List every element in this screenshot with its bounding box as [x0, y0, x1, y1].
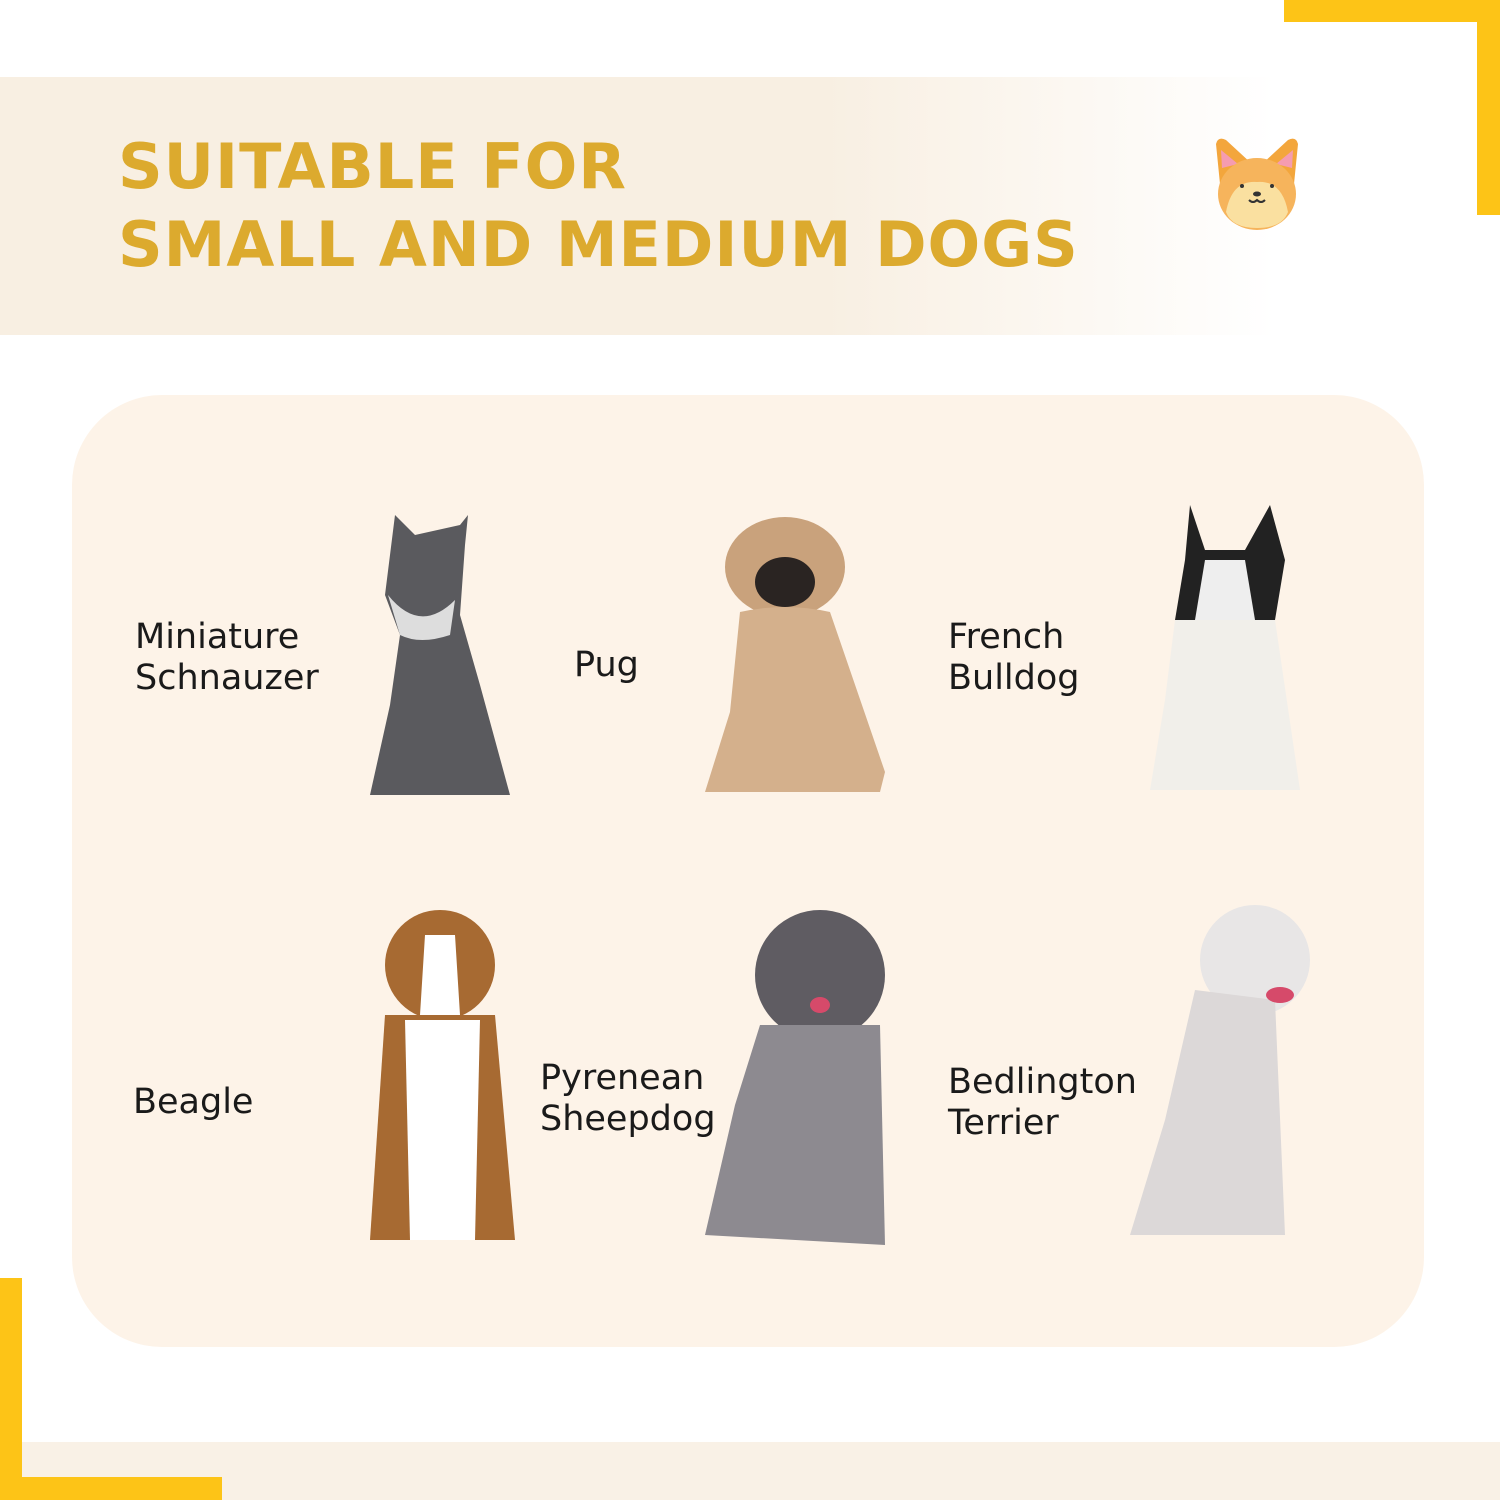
breed-label-beagle: Beagle	[133, 1082, 254, 1122]
corner-bracket-top-right-vertical	[1477, 0, 1500, 215]
bedlington-terrier-image	[1130, 905, 1310, 1235]
pyrenean-sheepdog-image	[705, 910, 885, 1245]
breed-label-french-bulldog: French Bulldog	[948, 617, 1080, 698]
corner-bracket-bottom-left-horizontal	[0, 1477, 222, 1500]
breed-label-miniature-schnauzer: Miniature Schnauzer	[135, 617, 319, 698]
french-bulldog-image	[1150, 505, 1300, 790]
breed-label-pyrenean-sheepdog: Pyrenean Sheepdog	[540, 1058, 716, 1139]
breed-label-bedlington-terrier: Bedlington Terrier	[948, 1062, 1137, 1143]
title-line-1: SUITABLE FOR	[118, 130, 628, 203]
page-title: SUITABLE FOR SMALL AND MEDIUM DOGS	[118, 128, 1079, 284]
corner-bracket-bottom-left	[0, 1278, 22, 1500]
miniature-schnauzer-image	[370, 515, 510, 795]
beagle-image	[370, 910, 515, 1240]
corgi-face-icon	[1216, 138, 1298, 230]
title-line-2: SMALL AND MEDIUM DOGS	[118, 208, 1079, 281]
pug-image	[705, 517, 885, 792]
corner-bracket-top-right	[1284, 0, 1500, 22]
footer-band	[0, 1442, 1500, 1500]
breed-label-pug: Pug	[574, 645, 639, 685]
